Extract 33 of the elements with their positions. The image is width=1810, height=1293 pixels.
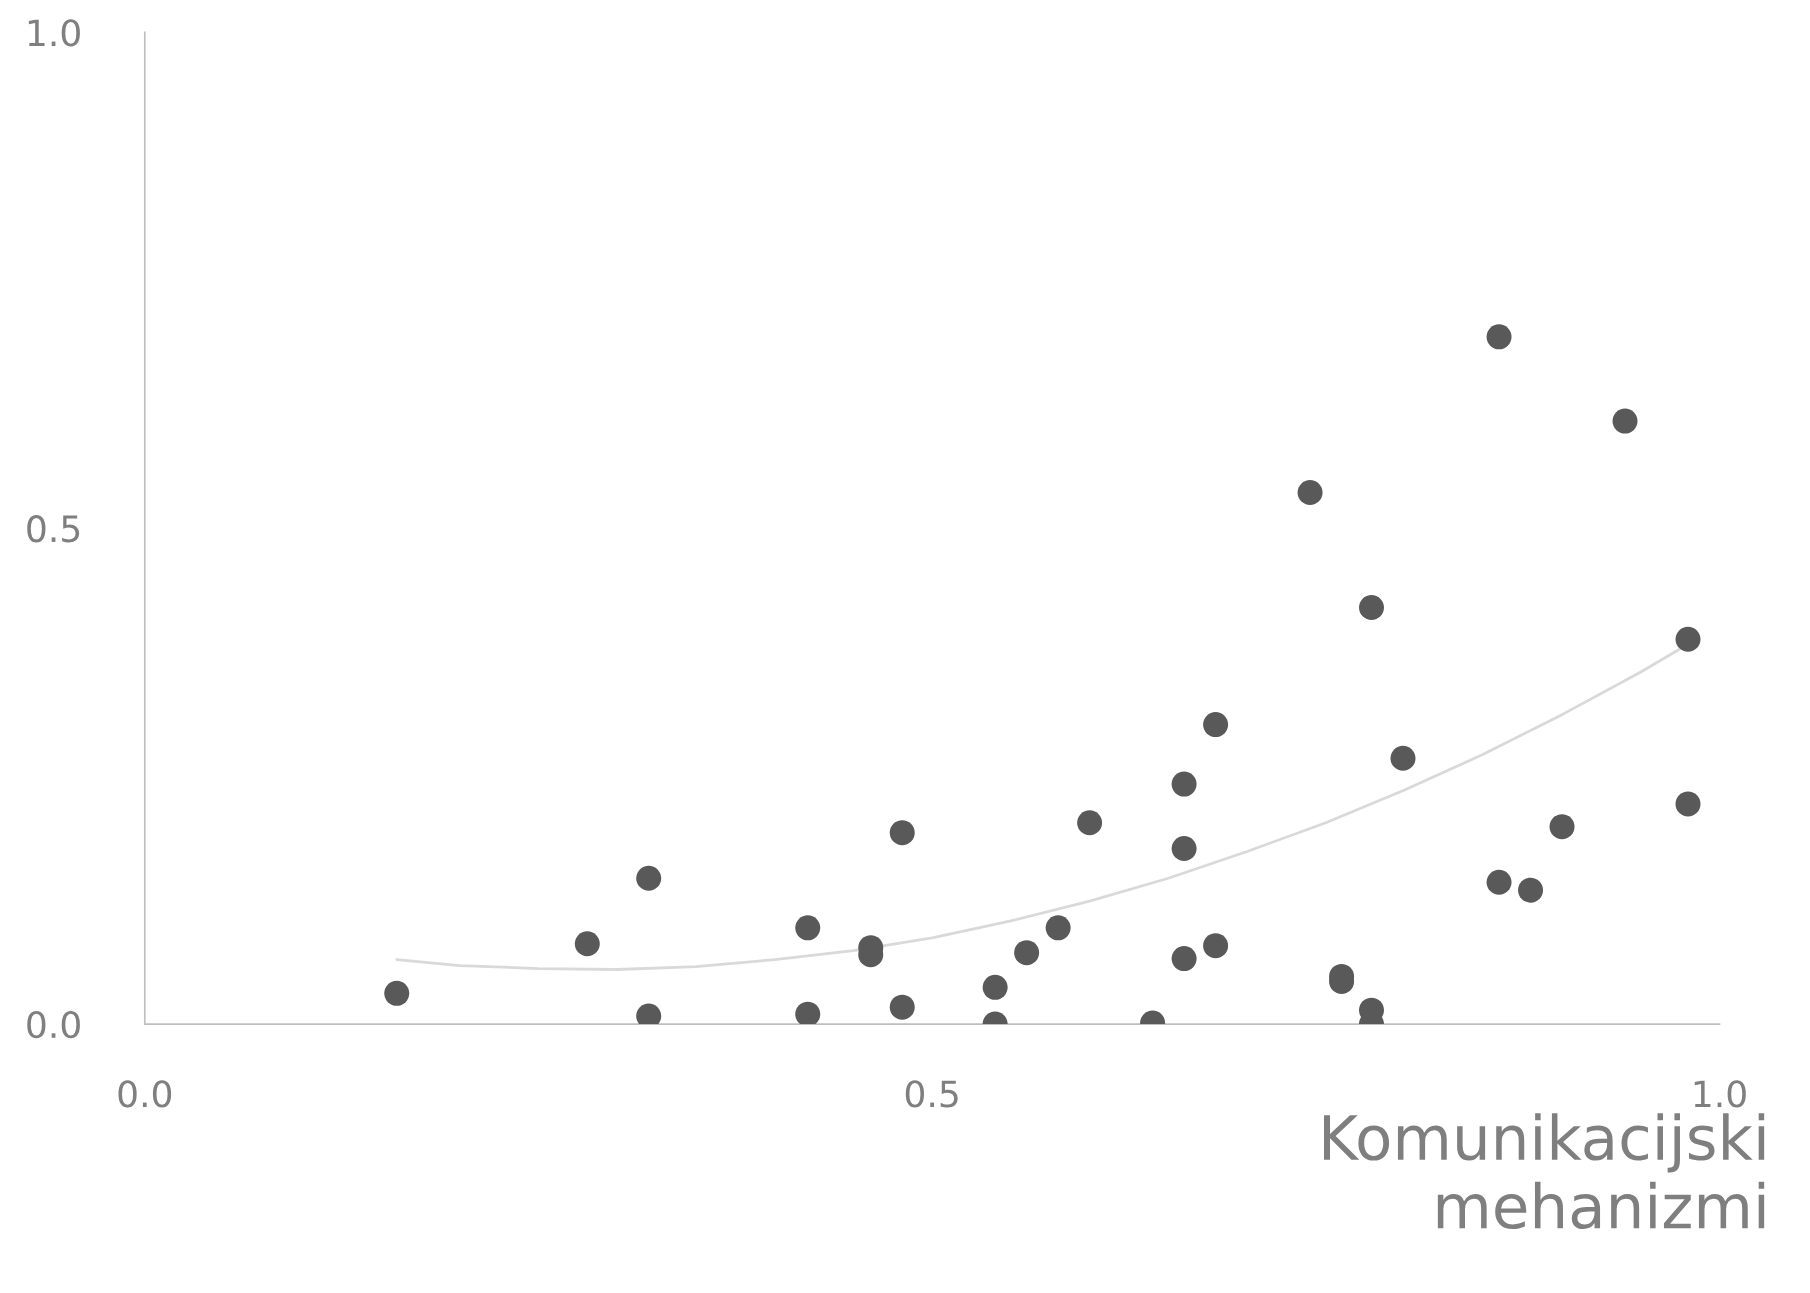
- x-tick-label: 1.0: [1694, 1080, 1746, 1108]
- point: [574, 931, 600, 957]
- point: [1171, 946, 1197, 972]
- point: [1203, 712, 1229, 738]
- point: [1171, 836, 1197, 862]
- point: [795, 915, 821, 941]
- point: [1014, 940, 1040, 966]
- x-tick-label: 0.0: [118, 1080, 172, 1108]
- point: [1390, 745, 1416, 771]
- point: [795, 1001, 821, 1025]
- point: [1045, 915, 1071, 941]
- x-axis-title: Komunikacijski mehanizmi: [1323, 1113, 1765, 1230]
- point: [1675, 626, 1701, 652]
- point: [1077, 810, 1103, 836]
- point: [1518, 877, 1544, 903]
- point: [889, 994, 915, 1020]
- y-tick-label: 0.0: [27, 1010, 80, 1039]
- point: [1171, 771, 1197, 797]
- y-tick-label: 1.0: [28, 19, 80, 47]
- point: [1203, 933, 1229, 959]
- point: [1675, 791, 1701, 817]
- x-tick-label: 0.5: [905, 1080, 958, 1108]
- point: [1297, 479, 1323, 505]
- point: [889, 820, 915, 846]
- point: [1358, 595, 1384, 621]
- point: [1486, 324, 1512, 350]
- point: [982, 974, 1008, 1000]
- y-tick-label: 0.5: [27, 515, 80, 543]
- point: [1612, 408, 1638, 434]
- point: [636, 865, 662, 891]
- point: [1486, 869, 1512, 895]
- point: [1549, 814, 1575, 840]
- point: [384, 980, 410, 1006]
